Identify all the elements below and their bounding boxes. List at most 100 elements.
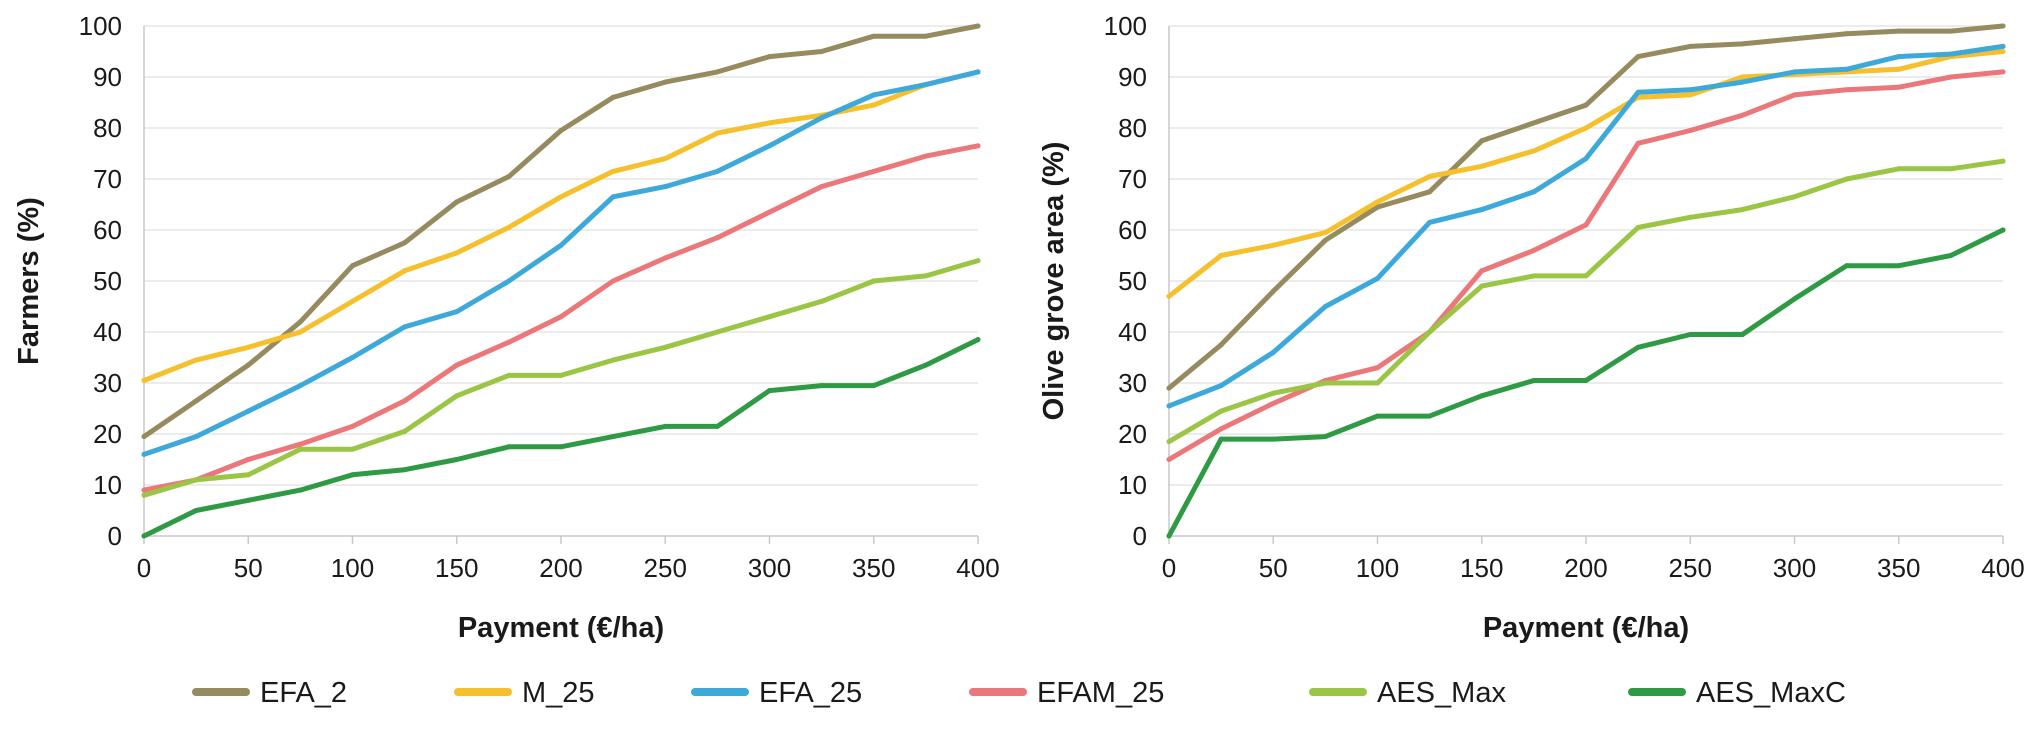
data-point-aes_max [1948,166,1954,172]
data-point-efam_25 [1166,457,1172,462]
legend: EFA_2 M_25 EFA_25 EFAM_25 AES_Max AES_MaxC [192,677,1846,709]
data-point-efam_25 [558,314,564,320]
data-point-aes_maxc [1531,377,1537,383]
data-point-aes_max [1479,283,1485,289]
legend-label-m_25: M_25 [522,677,595,709]
data-point-aes_max [819,298,825,304]
data-point-efam_25 [714,235,720,241]
x-tick-label: 0 [137,553,151,583]
data-point-efa_25 [1375,275,1380,281]
y-tick-label: 20 [1118,419,1147,449]
data-point-aes_maxc [1792,296,1797,302]
data-point-aes_maxc [1375,413,1380,419]
data-point-aes_maxc [1844,263,1850,269]
y-tick-label: 80 [93,113,122,143]
data-point-aes_maxc [245,497,251,503]
data-point-aes_maxc [1687,332,1693,338]
data-point-efam_25 [1948,74,1954,80]
data-point-efam_25 [1479,268,1485,274]
data-point-efam_25 [1531,247,1537,253]
data-point-aes_max [245,472,251,478]
data-point-efa_2 [767,54,772,60]
data-point-aes_maxc [1270,436,1276,442]
data-point-m_25 [2000,49,2006,54]
data-point-aes_maxc [662,423,668,429]
x-axis-title: Payment (€/ha) [1483,612,1689,644]
data-point-aes_max [1739,207,1745,213]
data-point-efa_2 [1687,43,1693,49]
data-point-efam_25 [767,209,772,215]
data-point-efa_25 [1270,349,1276,355]
data-point-aes_maxc [1583,377,1589,383]
data-point-efa_25 [1322,304,1328,309]
data-point-aes_maxc [871,383,877,389]
data-point-efa_25 [245,408,251,414]
data-point-aes_maxc [1218,436,1224,442]
data-point-efa_25 [1844,66,1850,72]
data-point-m_25 [1896,66,1902,72]
data-point-efa_25 [1583,156,1589,162]
data-point-efa_25 [1739,79,1745,85]
data-point-aes_max [1531,273,1537,279]
y-tick-label: 60 [1118,215,1147,245]
y-axis-title: Olive grove area (%) [1038,142,1070,421]
data-point-efa_25 [350,355,355,360]
data-point-aes_max [1844,176,1850,182]
data-point-efa_2 [1844,31,1850,37]
data-point-efam_25 [1896,84,1902,90]
data-point-efa_25 [454,309,460,315]
data-point-aes_max [975,258,981,264]
data-point-efam_25 [1739,112,1745,118]
data-point-efa_2 [1218,342,1224,348]
data-point-efam_25 [923,153,929,159]
data-point-efa_25 [610,194,616,200]
x-tick-label: 350 [1877,553,1920,583]
data-point-efa_25 [506,278,512,284]
data-point-efa_25 [871,92,877,98]
data-point-m_25 [767,120,772,126]
data-point-aes_maxc [1635,344,1641,350]
y-tick-label: 100 [1104,11,1147,41]
y-tick-label: 20 [93,419,122,449]
y-tick-label: 0 [108,521,122,551]
data-point-aes_max [714,329,720,335]
x-tick-label: 0 [1162,553,1176,583]
data-point-efa_2 [2000,23,2006,29]
legend-label-aes_maxc: AES_MaxC [1696,677,1846,709]
data-point-efa_25 [662,184,668,190]
y-tick-label: 50 [93,266,122,296]
data-point-aes_maxc [1427,413,1433,419]
data-point-efa_2 [141,434,147,440]
data-point-efa_2 [975,23,981,29]
data-point-efam_25 [819,184,825,190]
data-point-efa_25 [1427,219,1433,225]
data-point-m_25 [193,357,199,363]
data-point-aes_maxc [975,337,981,343]
data-point-efa_2 [454,199,460,205]
data-point-efa_2 [402,240,408,246]
data-point-efam_25 [454,362,460,368]
data-point-m_25 [610,168,616,174]
x-tick-label: 200 [539,553,582,583]
x-tick-label: 100 [1356,553,1399,583]
data-point-aes_maxc [506,444,512,450]
data-point-efa_2 [1635,54,1641,60]
data-point-efa_2 [1896,28,1902,34]
y-tick-label: 40 [1118,317,1147,347]
y-tick-label: 80 [1118,113,1147,143]
data-point-m_25 [141,377,147,383]
data-point-efa_2 [1792,36,1797,42]
data-point-efa_25 [402,324,408,330]
data-point-aes_max [767,314,772,320]
data-point-efa_2 [1375,204,1380,210]
data-point-efam_25 [506,339,512,345]
data-point-m_25 [662,156,668,162]
data-point-efa_25 [141,451,147,457]
data-point-aes_maxc [1739,332,1745,338]
series-line-aes_max [141,258,981,498]
data-point-aes_max [1896,166,1902,172]
x-axis-title: Payment (€/ha) [458,612,664,644]
y-tick-label: 10 [93,470,122,500]
